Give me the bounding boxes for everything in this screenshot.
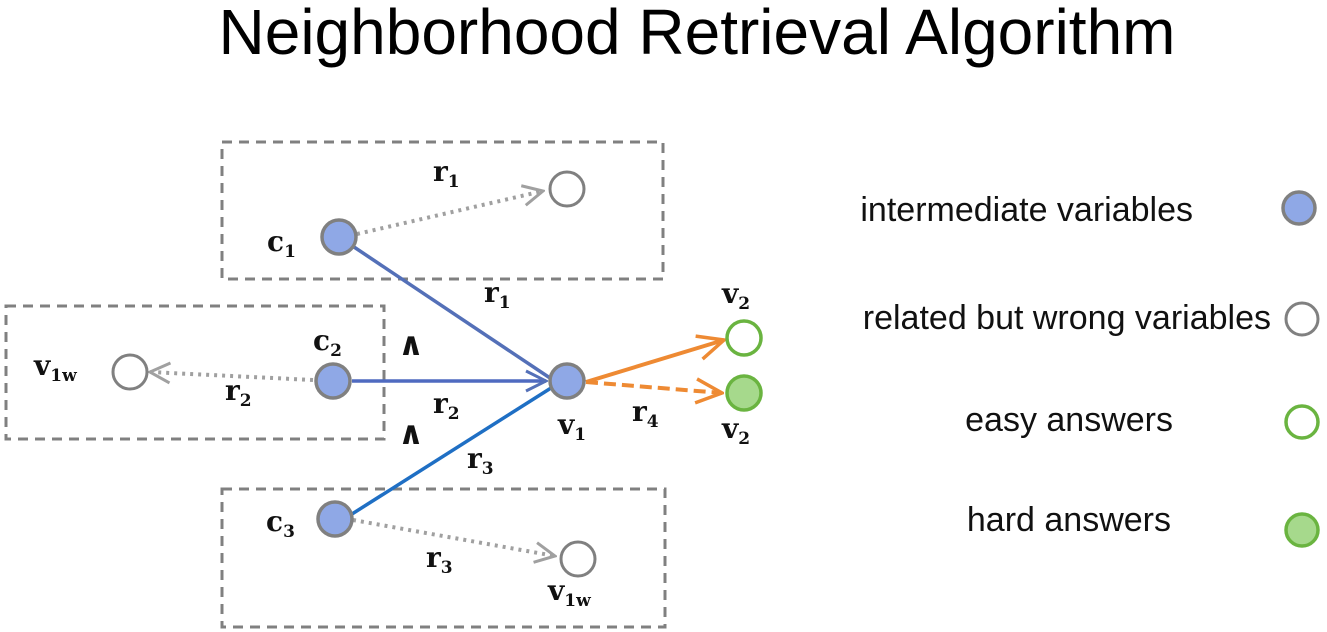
- label-v1: v1: [557, 408, 586, 445]
- node-v1w-left: [111, 353, 149, 391]
- label-c2: c2: [313, 324, 342, 361]
- c3-to-v1-edge: [351, 386, 552, 516]
- label-r2-main: r2: [433, 387, 460, 424]
- v1-to-hard-answer-edge: [585, 382, 722, 393]
- label-c1: c1: [267, 225, 296, 262]
- label-c3: c3: [266, 505, 295, 542]
- legend-marker-intermediate: [1281, 190, 1317, 226]
- node-v2-hard: [725, 374, 763, 412]
- legend-label-intermediate: intermediate variables: [860, 191, 1193, 229]
- node-v2-easy: [725, 319, 763, 357]
- label-v1w-bottom: v1w: [547, 574, 591, 611]
- label-r3-main: r3: [467, 442, 494, 479]
- conjunction-symbol-1: ∧: [398, 325, 424, 363]
- legend-label-wrong: related but wrong variables: [863, 299, 1271, 337]
- c1-to-v1-edge: [353, 245, 551, 380]
- legend-label-easy: easy answers: [965, 401, 1173, 439]
- label-v2-hard: v2: [721, 412, 750, 449]
- legend: intermediate variables related but wrong…: [860, 190, 1320, 548]
- label-v1w-left: v1w: [33, 349, 77, 386]
- legend-label-hard: hard answers: [967, 501, 1171, 539]
- node-c3: [316, 500, 354, 538]
- c3-neighborhood-box: [220, 487, 667, 629]
- node-v1w-bottom: [559, 540, 597, 578]
- label-r3-neighbor: r3: [426, 541, 453, 578]
- v1-to-easy-answer-edge: [585, 340, 724, 384]
- node-c1: [320, 218, 358, 256]
- label-r1-main: r1: [484, 276, 511, 313]
- diagram-title: Neighborhood Retrieval Algorithm: [219, 0, 1176, 68]
- c1-neighbor-edge: [356, 191, 543, 236]
- node-c1-neighbor: [548, 170, 586, 208]
- node-c2: [314, 362, 352, 400]
- label-v2-easy: v2: [721, 277, 750, 314]
- c2-neighbor-edge: [150, 372, 314, 380]
- label-r4: r4: [632, 395, 659, 432]
- label-r1-neighbor: r1: [433, 155, 460, 192]
- legend-marker-wrong: [1284, 301, 1320, 337]
- legend-marker-hard: [1284, 512, 1320, 548]
- node-v1: [548, 362, 586, 400]
- c2-neighborhood-box: [4, 304, 386, 441]
- legend-marker-easy: [1284, 404, 1320, 440]
- c3-neighbor-edge: [352, 518, 555, 556]
- conjunction-symbol-2: ∧: [398, 414, 424, 452]
- label-r2-neighbor: r2: [225, 374, 252, 411]
